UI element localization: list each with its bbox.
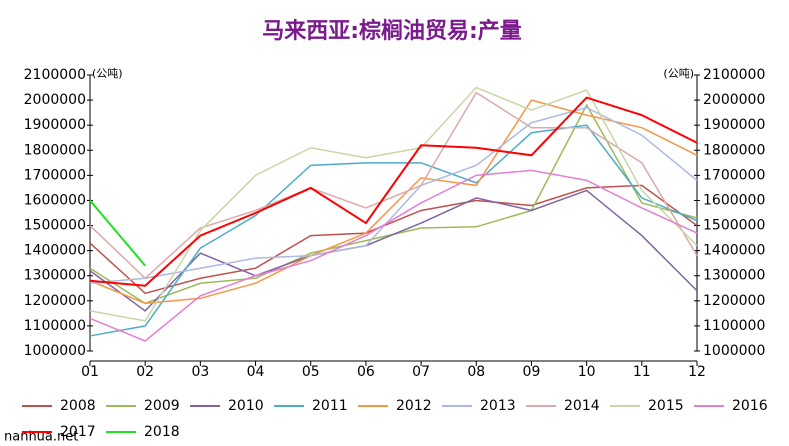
y-tick-label: 1400000 <box>24 243 86 259</box>
y-tick-label: 2100000 <box>24 67 86 83</box>
legend-label: 2014 <box>564 398 600 414</box>
x-tick-label: 01 <box>81 364 99 380</box>
y2-tick-label: 1700000 <box>703 167 765 183</box>
unit-right: (公吨) <box>663 67 694 80</box>
x-tick-label: 04 <box>247 364 265 380</box>
series-line <box>89 91 698 280</box>
y-tick-label: 1300000 <box>24 268 86 284</box>
x-tick-label: 12 <box>688 364 706 380</box>
legend-label: 2009 <box>144 398 180 414</box>
y2-tick-label: 1300000 <box>703 268 765 284</box>
y2-tick-label: 1200000 <box>703 293 765 309</box>
series-line <box>89 106 698 285</box>
series-line <box>89 124 698 337</box>
y-tick-label: 1900000 <box>24 117 86 133</box>
legend-label: 2018 <box>144 424 180 440</box>
y-tick-label: 1800000 <box>24 142 86 158</box>
series-line <box>89 86 698 322</box>
chart-title: 马来西亚:棕榈油贸易:产量 <box>262 18 522 44</box>
x-tick-label: 10 <box>578 364 596 380</box>
legend-label: 2017 <box>60 424 96 440</box>
series-line <box>89 189 698 312</box>
x-tick-label: 03 <box>191 364 209 380</box>
x-tick-label: 06 <box>357 364 375 380</box>
legend-label: 2016 <box>732 398 768 414</box>
y2-tick-label: 1000000 <box>703 343 765 359</box>
y2-tick-label: 1100000 <box>703 318 765 334</box>
y2-tick-label: 1900000 <box>703 117 765 133</box>
legend-label: 2012 <box>396 398 432 414</box>
x-tick-label: 11 <box>633 364 651 380</box>
legend-label: 2015 <box>648 398 684 414</box>
x-tick-label: 09 <box>523 364 541 380</box>
x-tick-label: 05 <box>302 364 320 380</box>
y-tick-label: 1100000 <box>24 318 86 334</box>
source: nanhua.net <box>4 430 78 445</box>
series-line <box>89 199 146 267</box>
y-tick-label: 2000000 <box>24 92 86 108</box>
x-tick-label: 02 <box>136 364 154 380</box>
y2-tick-label: 1500000 <box>703 218 765 234</box>
series-line <box>89 96 698 287</box>
y-tick-label: 1200000 <box>24 293 86 309</box>
legend-label: 2010 <box>228 398 264 414</box>
x-tick-label: 07 <box>412 364 430 380</box>
y-tick-label: 1600000 <box>24 192 86 208</box>
legend-label: 2011 <box>312 398 348 414</box>
y2-tick-label: 1600000 <box>703 192 765 208</box>
series-line <box>89 184 698 295</box>
x-tick-label: 08 <box>467 364 485 380</box>
series-line <box>89 169 698 342</box>
legend-label: 2013 <box>480 398 516 414</box>
y-tick-label: 1000000 <box>24 343 86 359</box>
y-tick-label: 1500000 <box>24 218 86 234</box>
series-line <box>89 99 698 305</box>
unit-left: (公吨) <box>92 67 123 80</box>
y2-tick-label: 2100000 <box>703 67 765 83</box>
y2-tick-label: 1800000 <box>703 142 765 158</box>
y2-tick-label: 2000000 <box>703 92 765 108</box>
legend-label: 2008 <box>60 398 96 414</box>
y2-tick-label: 1400000 <box>703 243 765 259</box>
y-tick-label: 1700000 <box>24 167 86 183</box>
